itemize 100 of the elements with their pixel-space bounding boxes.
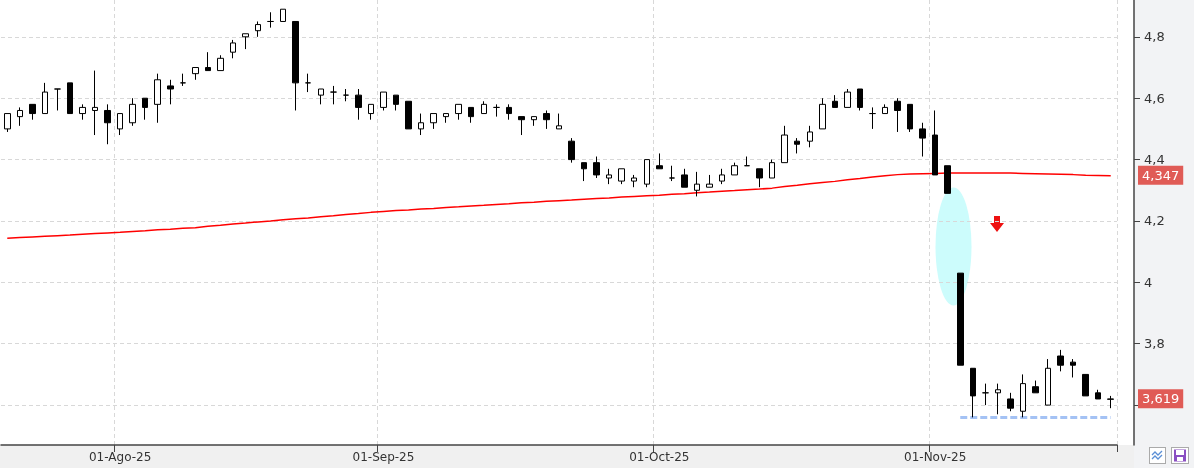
candlestick <box>4 113 11 133</box>
candlestick <box>669 165 675 182</box>
x-tick-label: 01-Oct-25 <box>629 450 690 464</box>
candlestick <box>819 97 826 130</box>
candlestick <box>267 11 274 29</box>
candlestick <box>167 79 174 105</box>
candlestick <box>42 82 48 115</box>
candlestick <box>1032 380 1039 394</box>
candlestick <box>468 106 474 124</box>
candlestick <box>318 88 324 105</box>
candlestick <box>305 73 311 93</box>
candlestick <box>681 168 688 188</box>
candlestick <box>882 103 888 115</box>
candlestick <box>192 67 199 81</box>
candlestick <box>92 70 98 136</box>
candlestick <box>368 103 374 121</box>
candlestick <box>1107 395 1114 409</box>
candlestick <box>756 168 763 188</box>
x-tick-label: 01-Ago-25 <box>88 450 152 464</box>
x-tick-label: 01-Nov-25 <box>904 450 967 464</box>
candlestick <box>67 82 73 115</box>
candlestick <box>418 113 424 136</box>
candlestick <box>631 174 637 188</box>
candlestick <box>894 97 901 133</box>
candlestick <box>869 106 876 130</box>
y-tick-label: 3,8 <box>1144 336 1165 352</box>
candlestick <box>217 54 224 72</box>
candlestick <box>292 20 299 111</box>
candlestick <box>794 137 800 154</box>
candlestick <box>205 51 211 72</box>
candlestick <box>568 137 575 164</box>
candlestick <box>393 94 399 111</box>
candlestick <box>706 174 713 188</box>
candlestick <box>493 103 500 118</box>
candlestick <box>531 116 537 127</box>
candlestick <box>180 73 186 87</box>
candlestick <box>944 165 951 194</box>
candlestick <box>907 103 913 133</box>
candlestick <box>644 159 650 188</box>
candlestick <box>17 106 23 127</box>
candlestick <box>932 109 938 176</box>
text: 3,619 <box>1142 391 1180 407</box>
candlestick <box>29 103 36 121</box>
candlestick <box>606 168 612 185</box>
y-tick-label: 4,2 <box>1144 213 1165 229</box>
candlestick <box>618 168 625 185</box>
candlestick <box>343 88 349 102</box>
candlestick <box>79 103 86 121</box>
candlestick <box>430 113 437 130</box>
candlestick <box>995 383 1001 415</box>
candlestick <box>970 367 976 418</box>
candlestick <box>142 97 148 121</box>
candlestick <box>857 88 863 111</box>
candlestick <box>1057 349 1064 372</box>
candlestick <box>781 125 788 164</box>
candlestick <box>581 162 587 182</box>
candlestick <box>1007 392 1014 412</box>
candlestick <box>1082 373 1089 397</box>
candlestick <box>744 156 750 167</box>
candlestick <box>380 91 387 111</box>
candlestick <box>919 122 926 158</box>
candlestick <box>1045 358 1051 406</box>
candlestick <box>694 171 700 197</box>
text: 4,347 <box>1142 167 1180 183</box>
candlestick <box>731 162 738 176</box>
candlestick <box>807 125 813 148</box>
y-tick-label: 4 <box>1144 274 1153 290</box>
candlestick <box>832 94 838 108</box>
y-tick-label: 4,4 <box>1144 152 1165 168</box>
candlestick <box>543 109 550 130</box>
y-tick-label: 4,6 <box>1144 90 1165 106</box>
candlestick <box>593 156 600 179</box>
candlestick <box>556 113 562 130</box>
candlestick <box>982 383 989 406</box>
candlestick <box>481 100 487 115</box>
candlestick <box>518 116 525 136</box>
candlestick <box>506 103 512 121</box>
candlestick <box>255 20 261 38</box>
candlestick <box>719 168 725 185</box>
candlestick <box>443 113 449 124</box>
candlestick <box>405 100 412 130</box>
candlestick <box>154 73 161 124</box>
candlestick <box>1095 389 1101 400</box>
candlestick <box>1070 358 1076 378</box>
candlestick <box>769 159 775 179</box>
candlestick <box>280 8 286 22</box>
candlestick <box>1020 373 1026 418</box>
candlestick <box>455 103 462 121</box>
candlestick <box>242 33 249 50</box>
candlestick <box>104 103 111 145</box>
candlestick <box>129 97 136 127</box>
candlestick <box>957 272 964 366</box>
candlestick <box>656 152 663 170</box>
y-tick-label: 4,8 <box>1144 29 1165 45</box>
candlestick <box>117 113 123 136</box>
candlestick <box>54 88 61 111</box>
x-tick-label: 01-Sep-25 <box>352 450 415 464</box>
candlestick <box>330 85 337 105</box>
line-series <box>6 172 1112 239</box>
candlestick <box>355 88 362 121</box>
